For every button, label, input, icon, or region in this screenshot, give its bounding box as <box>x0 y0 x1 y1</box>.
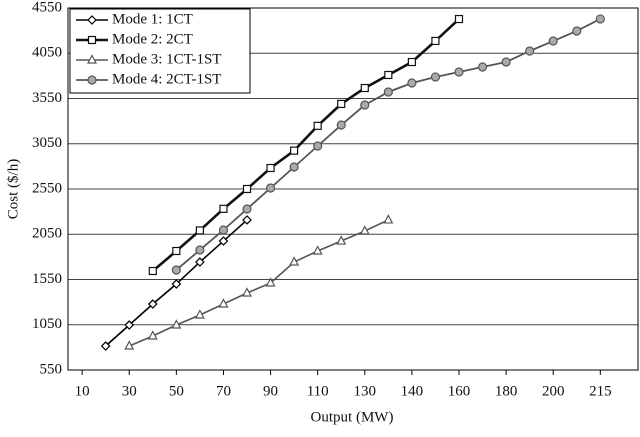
point <box>87 15 97 25</box>
y-tick-label: 550 <box>40 361 63 377</box>
x-tick-label: 110 <box>307 383 329 399</box>
point <box>242 184 252 194</box>
point <box>147 299 158 309</box>
point <box>336 235 347 245</box>
x-tick-label: 50 <box>169 383 184 399</box>
point <box>290 146 299 155</box>
point <box>312 245 323 255</box>
y-tick-label: 4050 <box>32 45 62 61</box>
point <box>195 245 205 255</box>
point <box>477 62 488 72</box>
legend-box <box>69 8 251 94</box>
point <box>360 83 369 93</box>
point <box>87 35 97 45</box>
point <box>242 287 253 297</box>
y-tick-label: 2550 <box>32 180 62 196</box>
point <box>359 225 370 235</box>
x-tick-label: 90 <box>263 383 278 399</box>
point <box>194 309 205 319</box>
point <box>87 54 97 64</box>
point <box>148 266 157 276</box>
point <box>171 279 182 289</box>
point <box>124 340 135 350</box>
x-tick-label: 70 <box>216 383 231 399</box>
point <box>124 320 135 330</box>
point <box>218 225 229 235</box>
point <box>242 204 252 214</box>
x-axis-label: Output (MW) <box>311 409 394 425</box>
point <box>218 236 229 246</box>
point <box>313 121 322 130</box>
point <box>219 204 228 213</box>
point <box>100 341 111 351</box>
x-tick-label: 200 <box>542 383 565 399</box>
point <box>147 330 158 340</box>
plot-frame <box>67 7 639 371</box>
point <box>572 26 582 36</box>
x-tick-label: 215 <box>589 383 612 399</box>
point <box>265 277 276 287</box>
legend-label: Mode 1: 1CT <box>112 11 193 27</box>
y-tick-label: 3050 <box>32 135 62 151</box>
point <box>431 36 440 46</box>
point <box>289 256 300 266</box>
point <box>265 183 276 193</box>
x-tick-label: 130 <box>354 383 377 399</box>
point <box>595 14 605 24</box>
point <box>313 141 323 151</box>
point <box>454 14 464 24</box>
point <box>218 298 229 308</box>
point <box>360 100 370 110</box>
series-line <box>128 219 389 347</box>
point <box>172 246 181 256</box>
point <box>171 319 182 329</box>
point <box>195 257 205 267</box>
point <box>195 226 205 235</box>
point <box>454 67 464 77</box>
point <box>87 75 97 85</box>
x-tick-label: 180 <box>495 383 518 399</box>
point <box>383 214 394 224</box>
legend-label: Mode 3: 1CT-1ST <box>112 51 221 67</box>
y-tick-label: 4550 <box>32 0 62 15</box>
point <box>171 265 181 275</box>
y-tick-label: 1550 <box>32 271 62 287</box>
y-axis-label: Cost ($/h) <box>5 159 21 219</box>
x-tick-label: 30 <box>122 383 137 399</box>
point <box>384 70 393 80</box>
point <box>430 72 441 82</box>
y-tick-label: 3550 <box>32 90 62 106</box>
point <box>501 57 511 67</box>
y-tick-label: 2050 <box>32 226 62 242</box>
point <box>336 120 346 130</box>
point <box>242 215 252 225</box>
point <box>289 162 299 172</box>
x-tick-label: 160 <box>448 383 471 399</box>
x-tick-label: 140 <box>401 383 424 399</box>
point <box>548 36 558 46</box>
point <box>266 163 275 173</box>
point <box>383 87 393 97</box>
point <box>525 46 535 56</box>
y-tick-label: 1050 <box>32 316 62 332</box>
legend: Mode 1: 1CT Mode 2: 2CT Mode 3: 1CT-1ST Mod… <box>69 8 251 94</box>
legend-label: Mode 4: 2CT-1ST <box>112 71 221 87</box>
point <box>337 99 346 109</box>
point <box>407 57 416 67</box>
x-tick-label: 10 <box>75 383 90 399</box>
legend-label: Mode 2: 2CT <box>112 31 193 47</box>
point <box>407 78 417 88</box>
